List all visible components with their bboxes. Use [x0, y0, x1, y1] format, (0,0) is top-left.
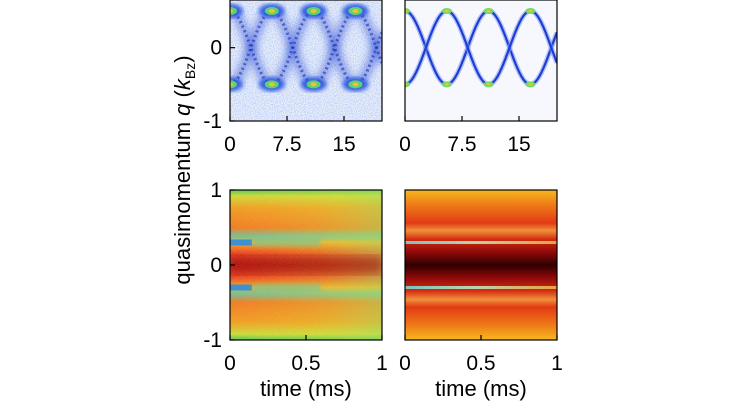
turning-point-core: [528, 82, 533, 86]
ticks-top-left: 0 7.5 150-1: [203, 37, 355, 156]
x-axis-label-bottom-right: time (ms): [435, 376, 527, 401]
theory-turning-points: [405, 8, 536, 88]
x-axis-label-bottom-left: time (ms): [260, 376, 352, 401]
turning-point: [405, 8, 410, 14]
bright-spot-core: [310, 82, 317, 87]
y-tick-label: 1: [210, 179, 222, 202]
bright-spot-core: [230, 82, 233, 87]
x-tick-label: 0: [399, 133, 411, 156]
feature-line: [405, 241, 557, 244]
turning-point-core: [444, 9, 449, 13]
bright-spot-core: [268, 9, 275, 13]
feature-line: [405, 286, 557, 289]
ticks-bottom-right: 0 0.5 1: [399, 335, 563, 375]
shared-y-axis-label: quasimomentum q (kBz): [170, 55, 198, 284]
x-tick-label: 0: [399, 352, 411, 375]
panel-top-left: 0 7.5 150-1: [203, 0, 383, 156]
feature-stripe: [230, 284, 252, 291]
heatmap-top-left: [230, 0, 382, 121]
axes-frame-top-left: [229, 0, 383, 122]
heatmap-bottom-right: [405, 190, 557, 340]
x-tick-label: 7.5: [447, 133, 476, 156]
x-tick-label: 1: [376, 352, 388, 375]
x-tick-label: 15: [507, 133, 530, 156]
turning-point-core: [486, 9, 491, 13]
x-tick-label: 1: [551, 352, 563, 375]
turning-point: [405, 81, 410, 88]
bright-spot-core: [352, 82, 359, 87]
turning-point-core: [444, 82, 449, 86]
feature-band: [252, 283, 321, 292]
jet-features: [230, 238, 382, 292]
x-tick-label: 0.5: [466, 352, 495, 375]
turning-point-core: [528, 9, 533, 13]
y-tick-label: 0: [210, 37, 222, 60]
ticks-bottom-left: 0 0.5 110-1: [203, 179, 388, 375]
y-tick-label: -1: [203, 110, 222, 133]
center-band: [230, 256, 382, 274]
panel-top-right: 0 7.5 15: [399, 0, 558, 156]
x-tick-label: 0.5: [291, 352, 320, 375]
bright-spots: [230, 4, 369, 92]
y-tick-label: 0: [210, 254, 222, 277]
bright-spot-core: [268, 82, 275, 87]
bright-spot: [230, 80, 237, 89]
y-tick-label: -1: [203, 329, 222, 352]
feature-stripe: [230, 239, 252, 246]
ticks-top-right: 0 7.5 15: [399, 116, 531, 156]
turning-point-core: [486, 82, 491, 86]
feature-band: [252, 238, 321, 247]
hot-features: [405, 241, 557, 289]
oscillation-arc-core: [230, 9, 382, 86]
panel-bottom-right: 0 0.5 1 time (ms): [399, 189, 563, 401]
bright-spot-core: [352, 9, 359, 13]
bright-spot: [230, 7, 237, 15]
axes-frame-top-right: [404, 0, 558, 122]
x-tick-label: 15: [332, 133, 355, 156]
heatmap-bottom-left: [230, 190, 382, 340]
bright-spot-core: [230, 9, 233, 13]
oscillation-arc-core: [230, 9, 382, 86]
x-tick-label: 0: [224, 352, 236, 375]
panel-bottom-left: 0 0.5 110-1 time (ms): [203, 179, 388, 401]
x-tick-label: 7.5: [272, 133, 301, 156]
x-tick-label: 0: [224, 133, 236, 156]
bright-spot-core: [310, 9, 317, 13]
